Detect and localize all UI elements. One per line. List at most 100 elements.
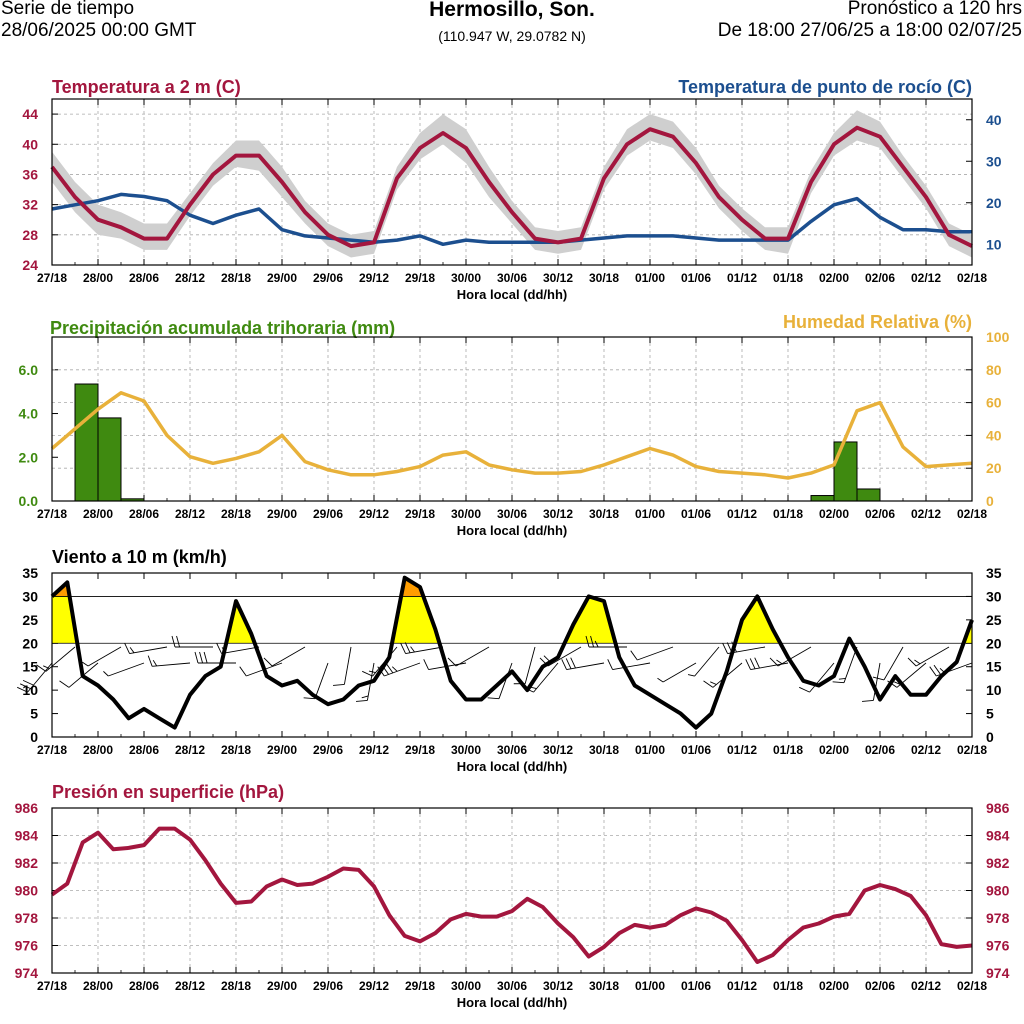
x-tick-label: 02/12 <box>911 743 941 757</box>
x-tick-label: 02/12 <box>911 271 941 285</box>
y-tick-label: 976 <box>15 938 39 954</box>
y-tick-label: 986 <box>15 800 39 816</box>
wind-barb-feather <box>907 657 917 667</box>
wind-barb-feather <box>590 635 594 648</box>
x-tick-label: 01/18 <box>773 979 803 993</box>
y-tick-label: 2.0 <box>19 449 39 465</box>
y-tick-label: 980 <box>986 883 1010 899</box>
wind-barb-feather <box>769 657 779 667</box>
x-tick-label: 27/18 <box>37 979 67 993</box>
x-tick-label: 29/18 <box>405 271 435 285</box>
wind-barb-feather <box>356 699 368 702</box>
x-tick-label: 01/06 <box>681 507 711 521</box>
wind-barb-feather <box>487 697 500 700</box>
x-tick-label: 02/00 <box>819 979 849 993</box>
wind-barb-feather <box>152 659 158 667</box>
y-tick-label: 20 <box>986 195 1002 211</box>
y-tick-label: 982 <box>986 855 1010 871</box>
x-tick-label: 28/18 <box>221 507 251 521</box>
x-tick-label: 28/18 <box>221 743 251 757</box>
x-tick-label: 30/12 <box>543 743 573 757</box>
wind-barb <box>694 646 720 677</box>
y-tick-label: 978 <box>15 910 39 926</box>
wind-barb-feather <box>17 686 28 693</box>
precip-bar <box>810 495 835 502</box>
dewpoint-chart-title: Temperatura de punto de rocío (C) <box>678 77 972 97</box>
x-tick-label: 28/06 <box>129 743 159 757</box>
x-tick-label: 29/06 <box>313 507 343 521</box>
series-label: Serie de tiempo <box>1 0 135 19</box>
wind-barb-feather <box>36 664 47 672</box>
wind-barb-feather <box>361 695 369 699</box>
wind-speed-line <box>50 575 974 730</box>
y-tick-label: 0 <box>986 493 994 509</box>
wind-barb-feather <box>745 659 751 670</box>
x-tick-label: 02/06 <box>865 979 895 993</box>
wind-barb <box>271 646 306 667</box>
x-tick-label: 28/12 <box>175 271 205 285</box>
wind-barb-feather <box>82 661 89 667</box>
x-tick-label: 29/06 <box>313 743 343 757</box>
x-tick-label: 02/18 <box>957 979 987 993</box>
x-tick-label: 28/12 <box>175 507 205 521</box>
y-tick-label: 20 <box>986 635 1002 651</box>
x-tick-label: 30/06 <box>497 507 527 521</box>
wind-barb-feather <box>565 658 572 669</box>
y-tick-label: 0.0 <box>19 493 39 509</box>
wind-barb-feather <box>404 642 411 653</box>
forecast-length: Pronóstico a 120 hrs <box>847 0 1022 19</box>
pressure-line <box>50 826 973 964</box>
wind-barb-feather <box>333 683 345 686</box>
wind-barb-feather <box>933 664 941 675</box>
x-tick-label: 30/12 <box>543 979 573 993</box>
x-axis-label: Hora local (dd/hh) <box>457 995 568 1010</box>
wind-barb <box>883 646 904 681</box>
y-tick-label: 4.0 <box>19 406 39 422</box>
y-tick-label: 6.0 <box>19 362 39 378</box>
x-tick-label: 30/18 <box>589 979 619 993</box>
wind-barb-feather <box>722 643 728 654</box>
x-tick-label: 30/18 <box>589 507 619 521</box>
plot-border <box>51 572 973 738</box>
wind-barb-feather <box>43 665 50 669</box>
wind-barb-feather <box>914 659 921 665</box>
wind-barb <box>637 646 674 661</box>
y-tick-label: 30 <box>986 153 1002 169</box>
y-tick-label: 40 <box>22 136 38 152</box>
x-tick-label: 30/00 <box>451 743 481 757</box>
plot-border <box>51 807 973 974</box>
wind-barb-feather <box>103 671 109 677</box>
y-tick-label: 5 <box>986 706 994 722</box>
x-tick-label: 01/00 <box>635 507 665 521</box>
x-tick-label: 29/18 <box>405 507 435 521</box>
wind-barb-feather <box>124 643 130 654</box>
x-tick-label: 01/12 <box>727 271 757 285</box>
x-tick-label: 28/00 <box>83 271 113 285</box>
wind-barb-feather <box>263 657 273 667</box>
y-tick-label: 986 <box>986 800 1010 816</box>
y-tick-label: 20 <box>22 635 38 651</box>
wind-barb <box>915 646 950 667</box>
wind-barb <box>662 662 697 683</box>
x-tick-label: 02/18 <box>957 271 987 285</box>
x-tick-label: 27/18 <box>37 743 67 757</box>
wind-barb-feather <box>203 651 208 664</box>
x-tick-label: 29/06 <box>313 271 343 285</box>
y-tick-label: 35 <box>22 565 38 581</box>
humidity-line <box>50 391 973 480</box>
x-tick-label: 30/12 <box>543 507 573 521</box>
wind-barb-feather <box>561 659 567 670</box>
x-tick-label: 01/12 <box>727 743 757 757</box>
wind-barb-feather <box>391 666 398 672</box>
x-tick-label: 01/00 <box>635 271 665 285</box>
y-tick-label: 980 <box>15 883 39 899</box>
y-tick-label: 984 <box>15 828 39 844</box>
wind-barb-feather <box>129 647 135 654</box>
x-tick-label: 30/12 <box>543 271 573 285</box>
x-tick-label: 02/06 <box>865 743 895 757</box>
wind-barb-feather <box>585 635 590 648</box>
x-tick-label: 30/00 <box>451 979 481 993</box>
x-tick-label: 02/18 <box>957 743 987 757</box>
wind-barb-feather <box>368 670 376 674</box>
